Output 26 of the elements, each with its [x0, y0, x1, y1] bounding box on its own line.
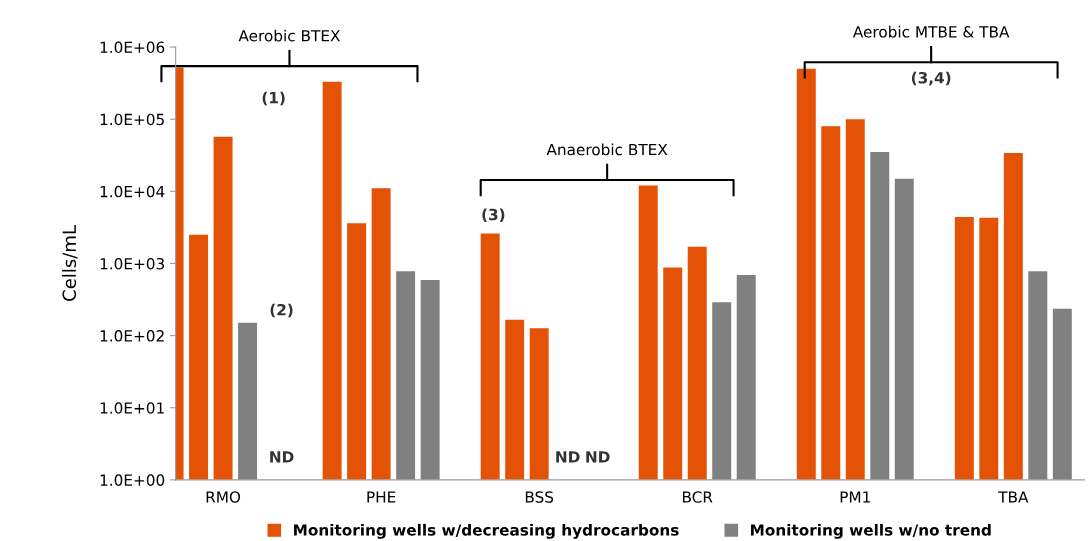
annotation: ND [586, 451, 610, 463]
y-tick-label: 1.0E+00 [100, 474, 165, 486]
y-tick-label: 1.0E+06 [100, 41, 165, 54]
y-tick-label: 1.0E+04 [100, 185, 165, 198]
x-tick-label: BSS [525, 491, 554, 503]
y-tick-label: 1.0E+05 [100, 113, 164, 126]
annotation: (1) [262, 91, 285, 106]
text: Aerobic MTBE & TBA [852, 25, 1010, 38]
x-tick-label: PHE [367, 491, 396, 503]
legend-label: Monitoring wells w/no trend [751, 523, 991, 539]
x-tick-label: TBA [998, 491, 1029, 503]
annotation: ND [270, 451, 294, 463]
y-tick-label: 1.0E+02 [100, 330, 164, 342]
y-axis-title: Cells/mL [62, 225, 78, 301]
x-tick-label: RMO [206, 491, 241, 503]
x-tick-label: BCR [682, 491, 713, 503]
legend-label: Monitoring wells w/decreasing hydrocarbons [294, 523, 679, 539]
x-tick-label: PM1 [840, 491, 870, 503]
annotation: (3,4) [911, 71, 951, 86]
annotation: (3) [482, 208, 505, 223]
annotation: (2) [270, 303, 293, 318]
y-tick-label: 1.0E+01 [100, 402, 164, 414]
y-tick-label: 1.0E+03 [100, 257, 165, 270]
text: Aerobic BTEX [238, 29, 340, 42]
annotation: Anaerobic BTEX [546, 143, 668, 156]
annotation: ND [556, 451, 580, 463]
